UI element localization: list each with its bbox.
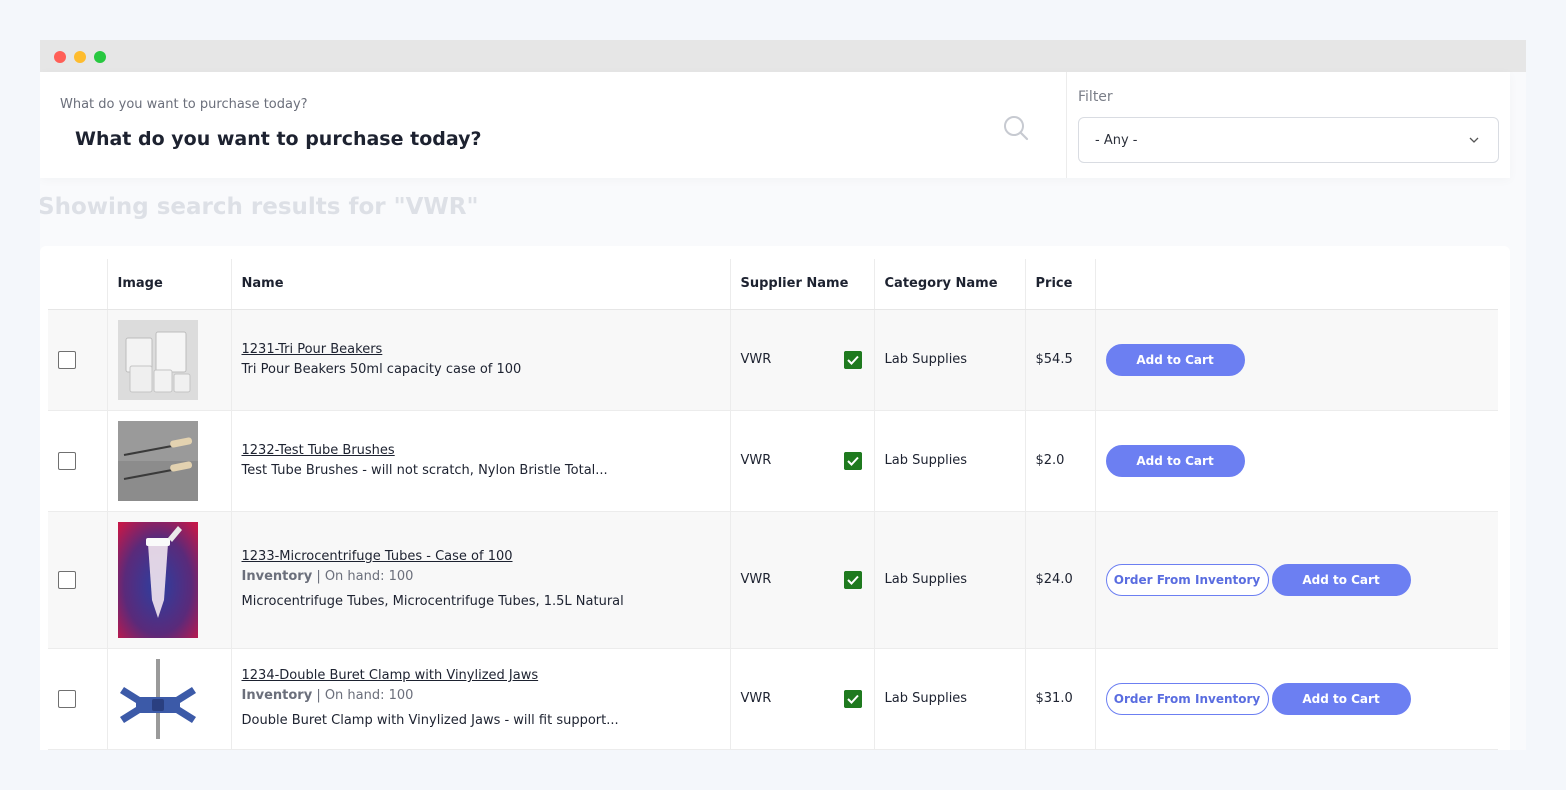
- price: $54.5: [1025, 309, 1096, 411]
- price: $24.0: [1025, 511, 1096, 649]
- product-description: Tri Pour Beakers 50ml capacity case of 1…: [241, 361, 522, 377]
- product-description: Double Buret Clamp with Vinylized Jaws -…: [241, 713, 619, 728]
- inventory-label: Inventory: [241, 688, 313, 703]
- price-column-header: Price: [1025, 259, 1096, 310]
- add-to-cart-button[interactable]: Add to Cart: [1105, 444, 1245, 477]
- microcentrifuge-tube-product-image: [117, 521, 198, 638]
- row-checkbox[interactable]: [58, 350, 76, 369]
- order-from-inventory-button[interactable]: Order From Inventory: [1105, 563, 1269, 596]
- results-table-card: Image Name Supplier Name Category Name P…: [40, 246, 1510, 750]
- buret-clamp-product-image: [117, 658, 198, 739]
- table-header-row: Image Name Supplier Name Category Name P…: [48, 259, 1498, 310]
- inventory-count: | On hand: 100: [316, 569, 414, 584]
- add-to-cart-button[interactable]: Add to Cart: [1271, 563, 1411, 596]
- beakers-product-image: [117, 319, 198, 400]
- search-area: What do you want to purchase today?: [40, 72, 1067, 178]
- product-description: Test Tube Brushes - will not scratch, Ny…: [241, 462, 608, 478]
- inventory-label: Inventory: [241, 569, 313, 584]
- row-checkbox[interactable]: [58, 689, 76, 708]
- select-column-header: [48, 259, 108, 310]
- minimize-window-icon[interactable]: [74, 51, 86, 63]
- supplier-name: VWR: [740, 691, 772, 706]
- row-checkbox[interactable]: [58, 570, 76, 589]
- checkmark-icon: [843, 451, 862, 470]
- supplier-column-header: Supplier Name: [730, 259, 875, 310]
- close-window-icon[interactable]: [54, 51, 66, 63]
- supplier-name: VWR: [740, 453, 772, 468]
- search-panel: What do you want to purchase today? Filt…: [40, 72, 1510, 178]
- table-row: 1231-Tri Pour Beakers Tri Pour Beakers 5…: [48, 309, 1498, 411]
- filter-area: Filter - Any -: [1067, 72, 1510, 178]
- product-link[interactable]: 1233-Microcentrifuge Tubes - Case of 100: [241, 549, 513, 564]
- price: $2.0: [1025, 410, 1096, 512]
- results-title: Showing search results for "VWR": [40, 194, 479, 220]
- checkmark-icon: [843, 689, 862, 708]
- price: $31.0: [1025, 648, 1096, 750]
- maximize-window-icon[interactable]: [94, 51, 106, 63]
- product-description: Microcentrifuge Tubes, Microcentrifuge T…: [241, 594, 624, 609]
- chevron-down-icon: [1469, 137, 1479, 143]
- image-column-header: Image: [107, 259, 232, 310]
- category-name: Lab Supplies: [874, 511, 1026, 649]
- product-link[interactable]: 1231-Tri Pour Beakers: [241, 341, 383, 357]
- actions-column-header: [1095, 259, 1498, 310]
- product-link[interactable]: 1232-Test Tube Brushes: [241, 442, 395, 458]
- checkmark-icon: [843, 570, 862, 589]
- brushes-product-image: [117, 420, 198, 501]
- filter-select[interactable]: - Any -: [1078, 117, 1499, 163]
- supplier-name: VWR: [740, 572, 772, 587]
- category-column-header: Category Name: [874, 259, 1026, 310]
- category-name: Lab Supplies: [874, 648, 1026, 750]
- inventory-info: Inventory | On hand: 100: [242, 567, 720, 587]
- inventory-count: | On hand: 100: [316, 688, 414, 703]
- order-from-inventory-button[interactable]: Order From Inventory: [1105, 682, 1269, 715]
- filter-label: Filter: [1078, 89, 1113, 105]
- table-row: 1233-Microcentrifuge Tubes - Case of 100…: [48, 511, 1498, 649]
- filter-selected-value: - Any -: [1095, 132, 1138, 148]
- table-row: 1232-Test Tube Brushes Test Tube Brushes…: [48, 410, 1498, 512]
- name-column-header: Name: [231, 259, 731, 310]
- inventory-info: Inventory | On hand: 100: [242, 686, 720, 706]
- category-name: Lab Supplies: [874, 309, 1026, 411]
- add-to-cart-button[interactable]: Add to Cart: [1105, 343, 1245, 376]
- search-input[interactable]: [60, 122, 970, 156]
- table-row: 1234-Double Buret Clamp with Vinylized J…: [48, 648, 1498, 750]
- supplier-name: VWR: [740, 352, 772, 367]
- checkmark-icon: [843, 350, 862, 369]
- product-link[interactable]: 1234-Double Buret Clamp with Vinylized J…: [241, 668, 539, 683]
- search-icon[interactable]: [1002, 114, 1030, 142]
- add-to-cart-button[interactable]: Add to Cart: [1271, 682, 1411, 715]
- browser-window: What do you want to purchase today? Filt…: [40, 40, 1526, 750]
- category-name: Lab Supplies: [874, 410, 1026, 512]
- window-titlebar: [40, 40, 1526, 72]
- row-checkbox[interactable]: [58, 451, 76, 470]
- search-caption: What do you want to purchase today?: [60, 97, 308, 112]
- results-table: Image Name Supplier Name Category Name P…: [48, 259, 1498, 750]
